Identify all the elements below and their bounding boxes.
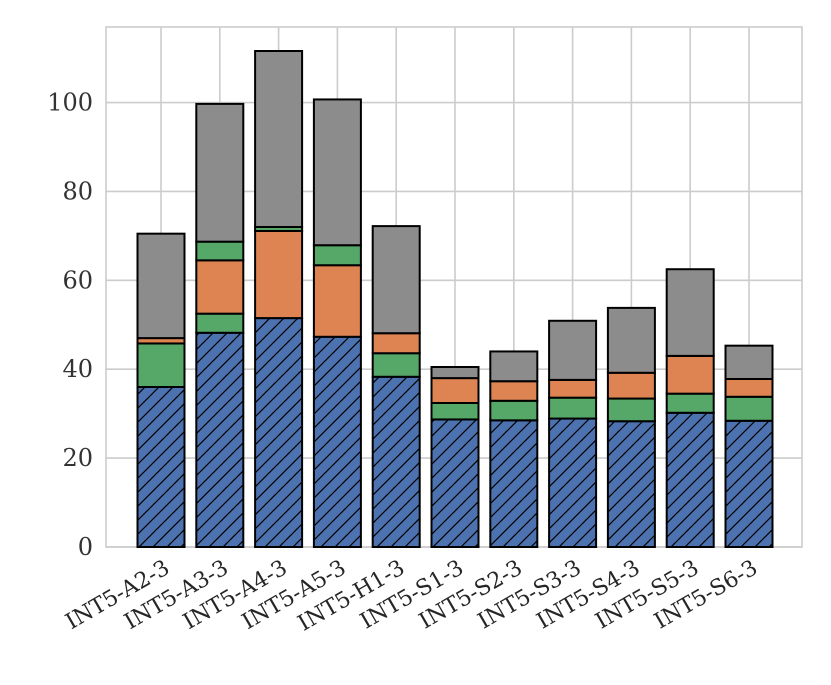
y-tick-label-40: 40 [62, 355, 93, 383]
bar-INT5-A5-3-blue-hatched [312, 335, 362, 548]
bar-INT5-S2-3-blue-hatched [489, 419, 539, 549]
bar-INT5-A3-3-green-thin [195, 240, 245, 262]
bars-group [136, 50, 774, 549]
bar-INT5-H1-3-green [371, 352, 421, 378]
y-tick-label-0: 0 [78, 533, 93, 561]
bar-INT5-S3-3-blue-hatched [548, 417, 598, 548]
bar-INT5-S6-3-orange [724, 378, 774, 398]
bar-INT5-S5-3-blue-hatched [665, 411, 715, 548]
bar-INT5-S2-3-gray [489, 350, 539, 383]
bar-INT5-S1-3-orange [430, 377, 480, 405]
bar-INT5-A3-3-blue-hatched [195, 331, 245, 548]
bar-INT5-S4-3-gray [606, 306, 656, 374]
y-axis-ticks: 0 20 40 60 80 100 [47, 89, 93, 561]
bar-INT5-S4-3-green [606, 397, 656, 423]
bar-INT5-S4-3-orange [606, 371, 656, 400]
bar-INT5-S4-3-blue-hatched [606, 420, 656, 549]
bar-INT5-S3-3-green [548, 396, 598, 420]
bar-INT5-A3-3-green [195, 312, 245, 334]
bar-INT5-S6-3-blue-hatched [724, 419, 774, 548]
bar-INT5-S5-3-green [665, 392, 715, 414]
bar-INT5-A2-3-gray [136, 232, 186, 340]
bar-INT5-A3-3-orange [195, 259, 245, 315]
bar-INT5-A4-3-orange [254, 230, 304, 320]
bar-INT5-S1-3-green [430, 402, 480, 421]
bar-INT5-S6-3-green [724, 395, 774, 422]
bar-INT5-A5-3-orange [312, 264, 362, 338]
bar-INT5-S3-3-orange [548, 378, 598, 399]
bar-INT5-A2-3-green [136, 342, 186, 389]
bar-INT5-A5-3-green-thin [312, 244, 362, 267]
bar-INT5-A4-3-blue-hatched [254, 317, 304, 548]
bar-INT5-H1-3-blue-hatched [371, 375, 421, 548]
x-axis-labels: INT5-A2-3INT5-A3-3INT5-A4-3INT5-A5-3INT5… [62, 556, 762, 637]
bar-INT5-A5-3-gray [312, 98, 362, 247]
bar-INT5-S3-3-gray [548, 319, 598, 381]
bar-INT5-A2-3-blue-hatched [136, 386, 186, 548]
y-tick-label-60: 60 [62, 266, 93, 294]
bar-INT5-S1-3-blue-hatched [430, 418, 480, 549]
bar-INT5-S6-3-gray [724, 344, 774, 380]
bar-INT5-S2-3-orange [489, 380, 539, 402]
y-tick-label-100: 100 [47, 89, 93, 117]
bar-INT5-S1-3-gray [430, 366, 480, 380]
bar-INT5-H1-3-gray [371, 225, 421, 335]
bar-INT5-S5-3-gray [665, 268, 715, 357]
y-tick-label-80: 80 [62, 177, 93, 205]
bar-INT5-S2-3-green [489, 399, 539, 422]
bar-INT5-H1-3-orange [371, 332, 421, 355]
y-tick-label-20: 20 [62, 444, 93, 472]
bar-INT5-S5-3-orange [665, 354, 715, 395]
bar-INT5-A4-3-gray [254, 50, 304, 228]
bar-INT5-A3-3-gray [195, 102, 245, 243]
